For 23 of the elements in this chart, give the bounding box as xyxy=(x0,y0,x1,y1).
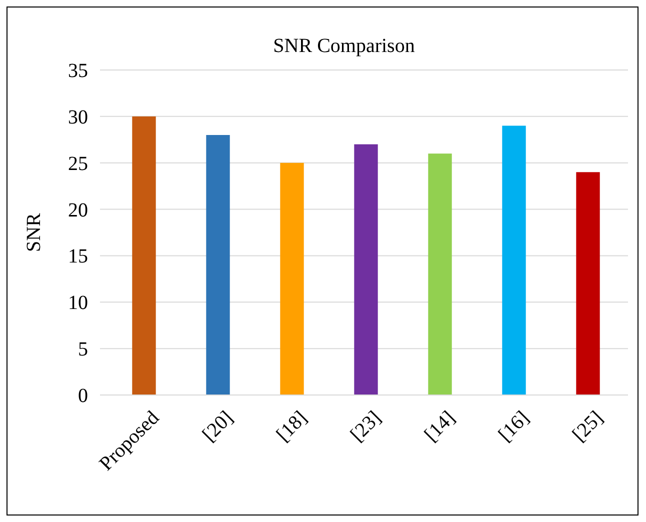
y-tick-label: 20 xyxy=(68,199,88,222)
x-tick-label: [18] xyxy=(272,406,312,446)
x-tick-label: [23] xyxy=(346,406,386,446)
y-tick-label: 0 xyxy=(78,385,88,407)
y-tick-label: 30 xyxy=(68,106,88,128)
x-tick-label: [20] xyxy=(198,406,238,446)
y-tick-label: 25 xyxy=(68,152,88,175)
x-tick-label: [25] xyxy=(568,406,608,446)
bar xyxy=(576,172,600,395)
bar xyxy=(354,144,378,395)
x-tick-label: [16] xyxy=(494,406,534,446)
bar xyxy=(132,116,156,395)
bar xyxy=(502,126,526,395)
y-axis-title: SNR xyxy=(23,212,45,252)
bar xyxy=(428,154,452,395)
y-tick-label: 10 xyxy=(68,292,88,314)
chart-title: SNR Comparison xyxy=(273,35,415,57)
bar xyxy=(206,135,230,395)
bar xyxy=(280,162,304,395)
x-tick-label: [14] xyxy=(420,406,460,446)
y-tick-label: 35 xyxy=(68,60,88,82)
y-tick-label: 5 xyxy=(78,338,88,361)
y-tick-label: 15 xyxy=(68,246,88,268)
